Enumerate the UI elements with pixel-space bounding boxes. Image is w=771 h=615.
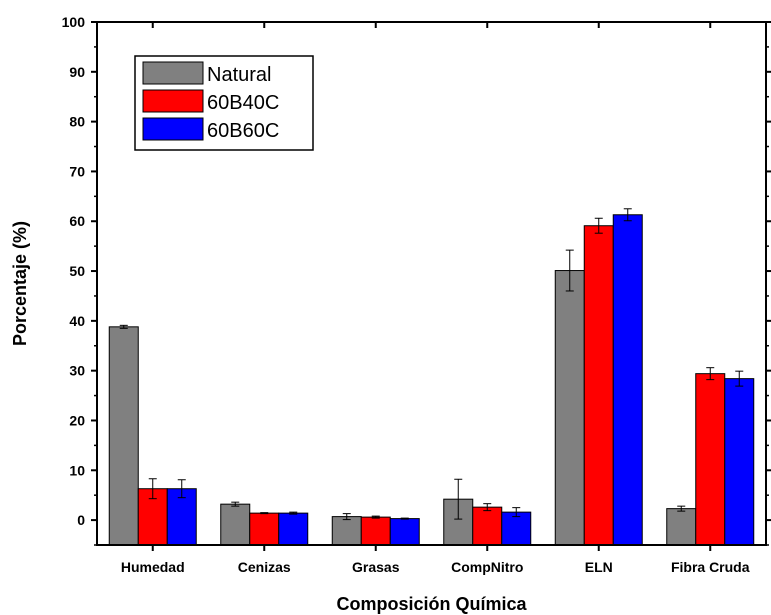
y-tick-label: 60 <box>69 213 85 229</box>
bar <box>278 512 309 546</box>
x-tick-label: Grasas <box>352 559 400 575</box>
y-tick-label: 20 <box>69 412 85 428</box>
y-tick-label: 100 <box>62 14 86 30</box>
bar <box>472 506 503 546</box>
y-tick-label: 80 <box>69 114 85 130</box>
y-tick-label: 30 <box>69 363 85 379</box>
legend: Natural 60B40C 60B60C <box>134 55 314 151</box>
bar <box>249 512 280 546</box>
bar <box>554 270 585 546</box>
legend-swatch <box>142 117 204 141</box>
bar <box>695 373 726 546</box>
x-tick-label: Fibra Cruda <box>671 559 750 575</box>
bars-layer <box>108 214 755 546</box>
y-tick-label: 40 <box>69 313 85 329</box>
bar <box>724 378 755 546</box>
bar <box>108 326 139 546</box>
bar <box>501 511 532 546</box>
bar <box>666 508 697 546</box>
y-tick-label: 0 <box>77 512 85 528</box>
y-axis-title: Porcentaje (%) <box>10 221 30 346</box>
bar <box>612 214 643 546</box>
legend-swatch <box>142 89 204 113</box>
legend-swatch <box>142 61 204 85</box>
bar <box>389 518 420 546</box>
bar <box>331 516 362 546</box>
legend-label: 60B40C <box>207 92 279 114</box>
x-axis-title: Composición Química <box>336 594 527 614</box>
axes-layer: Humedad Cenizas Grasas CompNitro ELN Fibra Cr… <box>62 14 771 575</box>
x-tick-label: Cenizas <box>238 559 291 575</box>
error-bars-layer <box>119 208 744 521</box>
y-tick-label: 70 <box>69 163 85 179</box>
bar <box>220 503 251 546</box>
x-tick-label: CompNitro <box>451 559 523 575</box>
y-tick-label: 90 <box>69 64 85 80</box>
y-tick-label: 50 <box>69 263 85 279</box>
x-tick-label: Humedad <box>121 559 185 575</box>
legend-label: 60B60C <box>207 120 279 142</box>
legend-label: Natural <box>207 64 271 86</box>
y-tick-label: 10 <box>69 462 85 478</box>
plot-frame <box>96 21 767 546</box>
x-tick-label: ELN <box>585 559 613 575</box>
bar <box>583 225 614 546</box>
bar <box>360 516 391 546</box>
